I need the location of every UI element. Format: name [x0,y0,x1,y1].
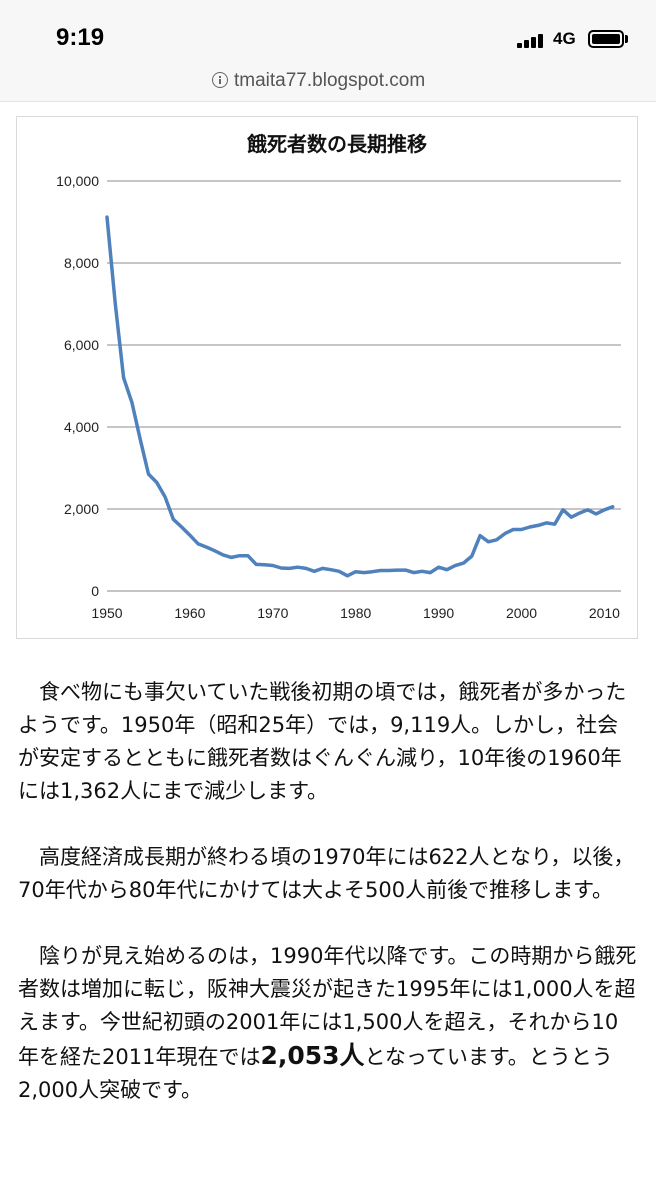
paragraph-1970s: 高度経済成長期が終わる頃の1970年には622人となり，以後，70年代から80年… [18,845,635,902]
chart-figure: 餓死者数の長期推移 10,000 8,000 6,000 4,000 2,000 0 19… [16,116,638,639]
line-chart: 餓死者数の長期推移 10,000 8,000 6,000 4,000 2,000 0 19… [56,132,621,621]
y-tick-label: 0 [91,583,99,599]
cellular-signal-icon [517,32,549,48]
status-bar: 9:19 4G [0,0,656,62]
battery-tip-icon [625,35,628,43]
paragraph-1950s: 食べ物にも事欠いていた戦後初期の頃では，餓死者が多かったようです。1950年（昭… [18,680,627,803]
x-tick-label: 2000 [506,605,537,621]
address-bar[interactable] [0,62,656,102]
y-tick-label: 6,000 [64,337,99,353]
series-line [105,215,615,578]
x-tick-label: 2010 [589,605,620,621]
battery-icon [588,30,624,48]
status-time: 9:19 [56,24,105,51]
network-type: 4G [553,29,576,48]
x-tick-label: 1970 [257,605,288,621]
paragraph-1990s-ending: となっています。とうとう2,000人突破です。 [18,1045,613,1102]
paragraph-1990s: 陰りが見え始めるのは，1990年代以降です。この時期から餓死者数は増加に転じ，阪… [18,940,638,1107]
x-tick-label: 1950 [91,605,122,621]
x-tick-label: 1960 [174,605,205,621]
x-tick-label: 1990 [423,605,454,621]
article-body: 食べ物にも事欠いていた戦後初期の頃では，餓死者が多かったようです。1950年（昭… [18,676,638,1140]
y-tick-label: 4,000 [64,419,99,435]
paragraph-1990s-text: 陰りが見え始めるのは，1990年代以降です。この時期から餓死者数は増加に転じ，阪… [18,944,637,1069]
x-tick-label: 1980 [340,605,371,621]
y-tick-label: 8,000 [64,255,99,271]
highlight-2011-count: 2,053人 [260,1041,365,1070]
y-tick-label: 2,000 [64,501,99,517]
info-icon[interactable] [212,72,228,88]
chart-title: 餓死者数の長期推移 [247,132,427,156]
url-text[interactable]: tmaita77.blogspot.com [234,70,426,91]
y-tick-label: 10,000 [56,173,99,189]
